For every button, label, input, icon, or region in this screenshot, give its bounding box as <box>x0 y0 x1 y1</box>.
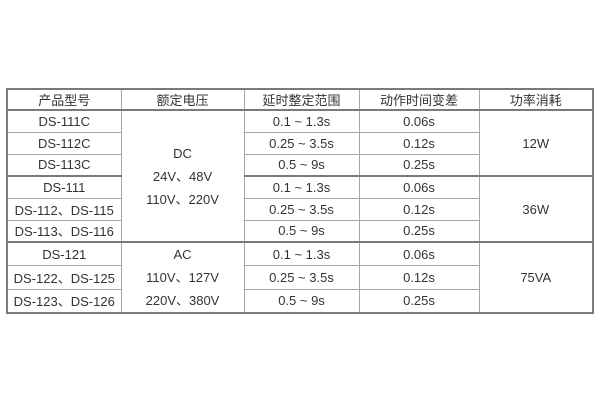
model-cell: DS-122、DS-125 <box>6 265 122 290</box>
variance-cell: 0.25s <box>358 153 480 177</box>
table-row: DS-122、DS-125 0.25 ~ 3.5s 0.12s <box>6 265 593 290</box>
model-cell: DS-113、DS-116 <box>6 219 122 243</box>
power-cell-36w: 36W <box>478 175 594 243</box>
model-cell: DS-112、DS-115 <box>6 197 122 221</box>
delay-cell: 0.5 ~ 9s <box>243 288 360 314</box>
header-rated-voltage: 额定电压 <box>120 88 245 111</box>
delay-cell: 0.5 ~ 9s <box>243 153 360 177</box>
table-row: DS-111 0.1 ~ 1.3s 0.06s 36W <box>6 175 594 243</box>
header-product-model: 产品型号 <box>6 88 122 111</box>
header-row: 产品型号 额定电压 延时整定范围 动作时间变差 功率消耗 <box>6 88 594 111</box>
voltage-cell-dc: DC 24V、48V 110V、220V <box>120 109 245 243</box>
delay-cell: 0.25 ~ 3.5s <box>243 197 360 221</box>
table-row: DS-121 AC 110V、127V 220V、380V 0.1 ~ 1.3s… <box>6 241 594 314</box>
voltage-line: 110V、220V <box>146 191 219 207</box>
variance-cell: 0.12s <box>358 131 480 155</box>
model-cell: DS-111C <box>6 109 122 133</box>
table-row: DS-113、DS-116 0.5 ~ 9s 0.25s <box>6 219 593 243</box>
table-row: DS-111C DC 24V、48V 110V、220V 0.1 ~ 1.3s … <box>6 109 594 243</box>
header-power-consumption: 功率消耗 <box>478 88 594 111</box>
variance-cell: 0.12s <box>358 197 480 221</box>
delay-cell: 0.25 ~ 3.5s <box>243 131 360 155</box>
model-cell: DS-123、DS-126 <box>6 288 122 314</box>
delay-cell: 0.5 ~ 9s <box>243 219 360 243</box>
variance-cell: 0.06s <box>358 109 480 133</box>
variance-cell: 0.25s <box>358 219 480 243</box>
table-row: DS-123、DS-126 0.5 ~ 9s 0.25s <box>6 288 593 314</box>
voltage-line: AC <box>173 247 192 262</box>
delay-cell: 0.1 ~ 1.3s <box>243 175 360 199</box>
delay-cell: 0.1 ~ 1.3s <box>243 241 360 267</box>
table-row: DS-113C 0.5 ~ 9s 0.25s <box>6 153 593 177</box>
power-cell-75va: 75VA <box>478 241 594 314</box>
delay-cell: 0.25 ~ 3.5s <box>243 265 360 290</box>
voltage-cell-ac: AC 110V、127V 220V、380V <box>120 241 245 314</box>
model-cell: DS-112C <box>6 131 122 155</box>
model-cell: DS-111 <box>6 175 122 199</box>
header-time-variance: 动作时间变差 <box>358 88 480 111</box>
variance-cell: 0.25s <box>358 288 480 314</box>
model-cell: DS-121 <box>6 241 122 267</box>
spec-table: 产品型号 额定电压 延时整定范围 动作时间变差 功率消耗 DS-111C DC … <box>6 88 594 314</box>
variance-cell: 0.12s <box>358 265 480 290</box>
voltage-line: 110V、127V <box>146 270 219 285</box>
power-cell-12w: 12W <box>478 109 594 177</box>
variance-cell: 0.06s <box>358 175 480 199</box>
voltage-line: 24V、48V <box>152 168 213 184</box>
delay-cell: 0.1 ~ 1.3s <box>243 109 360 133</box>
voltage-line: DC <box>173 145 192 161</box>
voltage-line: 220V、380V <box>145 293 220 308</box>
header-delay-range: 延时整定范围 <box>243 88 360 111</box>
variance-cell: 0.06s <box>358 241 480 267</box>
model-cell: DS-113C <box>6 153 122 177</box>
